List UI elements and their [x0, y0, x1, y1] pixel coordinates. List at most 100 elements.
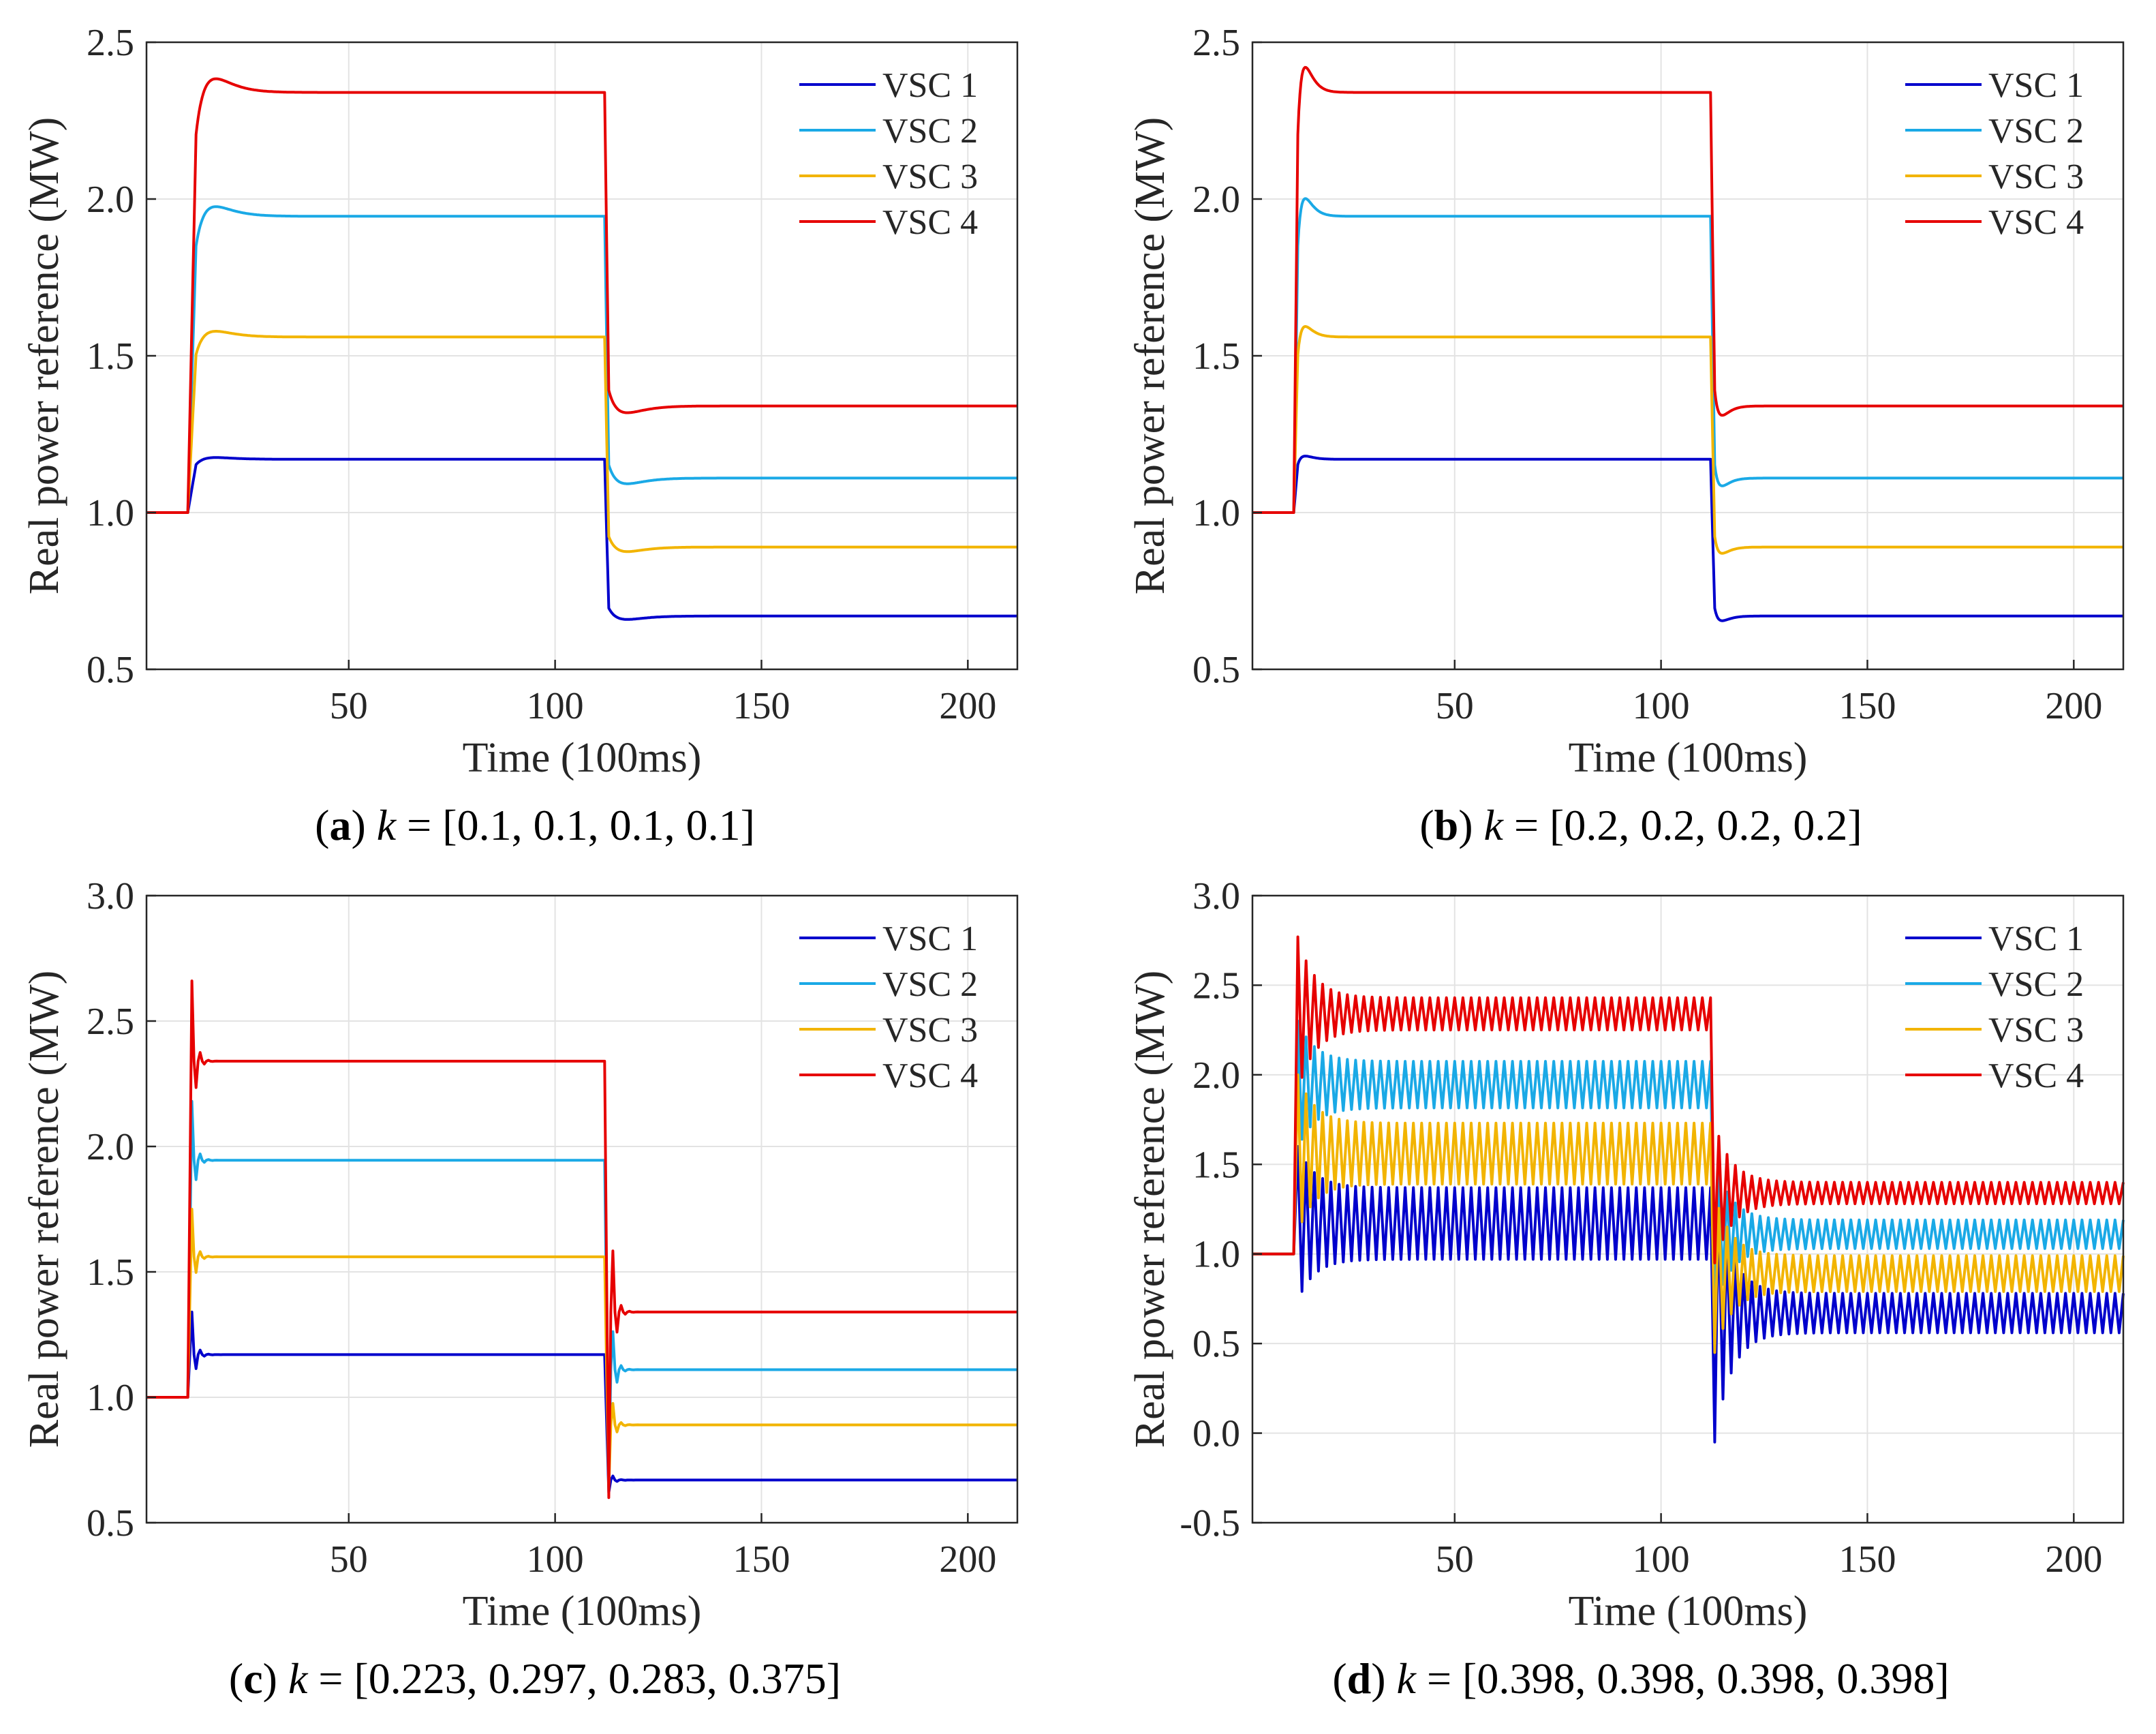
x-tick-label: 50 — [330, 1538, 368, 1581]
chart-panel-d: 50 100 150 200 -0.5 0.0 0.5 1.0 1.5 2.0 2.5 3.0 Time… — [1127, 875, 2125, 1703]
y-axis-label: Real power reference (MW) — [21, 971, 67, 1448]
y-axis-label: Real power reference (MW) — [21, 117, 67, 595]
y-tick-label: 2.5 — [87, 1001, 134, 1043]
legend-label: VSC 4 — [882, 1056, 978, 1095]
y-tick-label: 1.0 — [87, 1377, 134, 1419]
y-tick-label: 2.0 — [1192, 179, 1240, 221]
series-line-vsc-2 — [1252, 197, 2124, 514]
x-tick-label: 100 — [1633, 685, 1690, 727]
x-tick-label: 100 — [527, 685, 584, 727]
y-tick-label: 1.0 — [1192, 1234, 1240, 1276]
series-line-vsc-3 — [147, 1208, 1017, 1492]
x-axis-label: Time (100ms) — [463, 735, 702, 781]
y-tick-label: 2.5 — [1192, 22, 1240, 64]
panel-caption: (c) k = [0.223, 0.297, 0.283, 0.375] — [229, 1654, 841, 1703]
legend-label: VSC 3 — [882, 1011, 978, 1050]
chart-panel-a: 50 100 150 200 0.5 1.0 1.5 2.0 2.5 Time (100ms) Re… — [21, 22, 1019, 849]
x-tick-label: 150 — [1838, 1538, 1896, 1581]
x-tick-label: 150 — [733, 685, 790, 727]
legend-label: VSC 2 — [1988, 965, 2084, 1004]
axes-box — [1251, 894, 2125, 1524]
x-tick-label: 200 — [2045, 1538, 2102, 1581]
caption-letter: b — [1434, 801, 1459, 849]
x-tick-label: 50 — [1436, 1538, 1474, 1581]
series-line-vsc-1 — [146, 456, 1018, 621]
legend-label: VSC 1 — [1988, 66, 2084, 105]
caption-close: ) — [1371, 1654, 1396, 1703]
y-tick-label: 2.0 — [87, 179, 134, 221]
x-tick-label: 100 — [1633, 1538, 1690, 1581]
x-tick-label: 50 — [1436, 685, 1474, 727]
legend-label: VSC 3 — [882, 157, 978, 196]
panel-caption: (a) k = [0.1, 0.1, 0.1, 0.1] — [315, 801, 755, 849]
legend: VSC 1 VSC 2 VSC 3 VSC 4 — [1905, 919, 2084, 1095]
legend: VSC 1 VSC 2 VSC 3 VSC 4 — [799, 66, 978, 242]
y-tick-label: 1.5 — [1192, 1144, 1240, 1186]
y-tick-label: 2.0 — [87, 1126, 134, 1168]
caption-open: ( — [1419, 801, 1434, 849]
caption-k-symbol: k — [288, 1654, 309, 1703]
x-axis-label: Time (100ms) — [463, 1588, 702, 1634]
series-line-vsc-1 — [147, 1310, 1017, 1494]
y-tick-label: 3.0 — [87, 875, 134, 917]
caption-close: ) — [1458, 801, 1483, 849]
caption-k-symbol: k — [377, 801, 397, 849]
caption-k-values: = [0.223, 0.297, 0.283, 0.375] — [307, 1654, 841, 1703]
caption-letter: d — [1347, 1654, 1372, 1703]
caption-open: ( — [315, 801, 329, 849]
series-line-vsc-4 — [1252, 935, 2125, 1264]
x-tick-label: 200 — [939, 1538, 996, 1581]
chart-panel-b: 50 100 150 200 0.5 1.0 1.5 2.0 2.5 Time (100ms) Re… — [1127, 22, 2125, 849]
legend-label: VSC 4 — [882, 203, 978, 242]
series-line-vsc-1 — [1252, 1145, 2125, 1444]
caption-open: ( — [1332, 1654, 1346, 1703]
panel-caption: (b) k = [0.2, 0.2, 0.2, 0.2] — [1419, 801, 1862, 849]
y-tick-label: 0.5 — [1192, 1323, 1240, 1365]
x-tick-label: 50 — [330, 685, 368, 727]
series-line-vsc-4 — [147, 979, 1017, 1500]
series-line-vsc-3 — [146, 330, 1018, 553]
y-tick-label: 3.0 — [1192, 875, 1240, 917]
legend-label: VSC 4 — [1988, 203, 2084, 242]
axes-box — [145, 894, 1019, 1524]
series-line-vsc-4 — [146, 77, 1018, 514]
y-tick-label: 0.5 — [87, 649, 134, 691]
legend: VSC 1 VSC 2 VSC 3 VSC 4 — [1905, 66, 2084, 242]
y-tick-label: -0.5 — [1180, 1502, 1240, 1545]
series-line-vsc-2 — [147, 1099, 1017, 1487]
caption-k-values: = [0.2, 0.2, 0.2, 0.2] — [1503, 801, 1862, 849]
series-line-vsc-3 — [1252, 1073, 2125, 1354]
legend-label: VSC 1 — [1988, 919, 2084, 958]
y-tick-label: 0.5 — [1192, 649, 1240, 691]
y-tick-label: 0.5 — [87, 1502, 134, 1545]
y-tick-label: 2.5 — [87, 22, 134, 64]
legend-label: VSC 1 — [882, 66, 978, 105]
y-axis-label: Real power reference (MW) — [1127, 117, 1173, 595]
x-tick-label: 100 — [527, 1538, 584, 1581]
series-line-vsc-1 — [1252, 455, 2124, 622]
caption-k-symbol: k — [1397, 1654, 1417, 1703]
caption-k-symbol: k — [1484, 801, 1505, 849]
series-line-vsc-2 — [146, 205, 1018, 514]
panel-caption: (d) k = [0.398, 0.398, 0.398, 0.398] — [1332, 1654, 1949, 1703]
legend-label: VSC 2 — [882, 112, 978, 151]
legend: VSC 1 VSC 2 VSC 3 VSC 4 — [799, 919, 978, 1095]
y-tick-label: 1.5 — [87, 335, 134, 378]
caption-close: ) — [263, 1654, 288, 1703]
x-tick-label: 150 — [733, 1538, 790, 1581]
legend-label: VSC 2 — [1988, 112, 2084, 151]
y-tick-label: 0.0 — [1192, 1413, 1240, 1455]
series-line-vsc-2 — [1252, 1020, 2125, 1309]
series-line-vsc-3 — [1252, 325, 2124, 555]
legend-label: VSC 1 — [882, 919, 978, 958]
caption-k-values: = [0.1, 0.1, 0.1, 0.1] — [396, 801, 755, 849]
y-tick-label: 2.0 — [1192, 1054, 1240, 1097]
legend-label: VSC 2 — [882, 965, 978, 1004]
y-tick-label: 2.5 — [1192, 964, 1240, 1007]
legend-label: VSC 3 — [1988, 1011, 2084, 1050]
plot-area — [147, 896, 1017, 1523]
y-tick-label: 1.0 — [1192, 492, 1240, 534]
legend-label: VSC 4 — [1988, 1056, 2084, 1095]
caption-close: ) — [351, 801, 376, 849]
